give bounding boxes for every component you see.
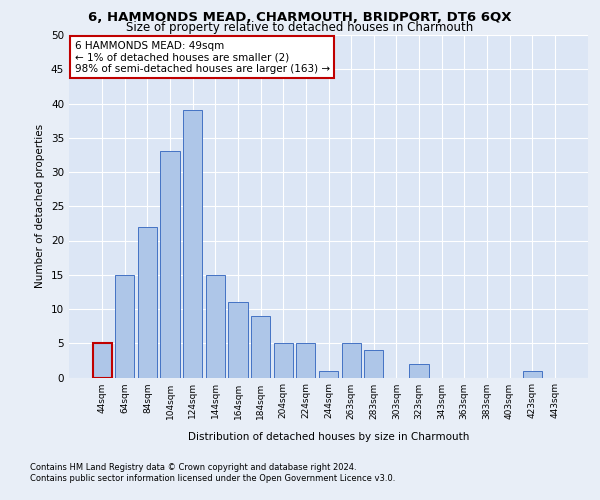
Bar — [523, 370, 542, 378]
Text: 6 HAMMONDS MEAD: 49sqm
← 1% of detached houses are smaller (2)
98% of semi-detac: 6 HAMMONDS MEAD: 49sqm ← 1% of detached … — [74, 40, 329, 74]
Bar — [206, 275, 225, 378]
Bar — [364, 350, 383, 378]
Bar — [251, 316, 270, 378]
Bar — [138, 227, 157, 378]
Bar — [115, 275, 134, 378]
Bar — [92, 343, 112, 378]
Text: Size of property relative to detached houses in Charmouth: Size of property relative to detached ho… — [127, 22, 473, 35]
Bar — [341, 343, 361, 378]
Bar — [409, 364, 428, 378]
Bar — [296, 343, 316, 378]
Bar — [183, 110, 202, 378]
Y-axis label: Number of detached properties: Number of detached properties — [35, 124, 46, 288]
Bar — [319, 370, 338, 378]
Text: Contains HM Land Registry data © Crown copyright and database right 2024.: Contains HM Land Registry data © Crown c… — [30, 462, 356, 471]
Text: Contains public sector information licensed under the Open Government Licence v3: Contains public sector information licen… — [30, 474, 395, 483]
Bar — [160, 152, 180, 378]
Bar — [229, 302, 248, 378]
Bar — [274, 343, 293, 378]
Text: Distribution of detached houses by size in Charmouth: Distribution of detached houses by size … — [188, 432, 469, 442]
Text: 6, HAMMONDS MEAD, CHARMOUTH, BRIDPORT, DT6 6QX: 6, HAMMONDS MEAD, CHARMOUTH, BRIDPORT, D… — [88, 11, 512, 24]
